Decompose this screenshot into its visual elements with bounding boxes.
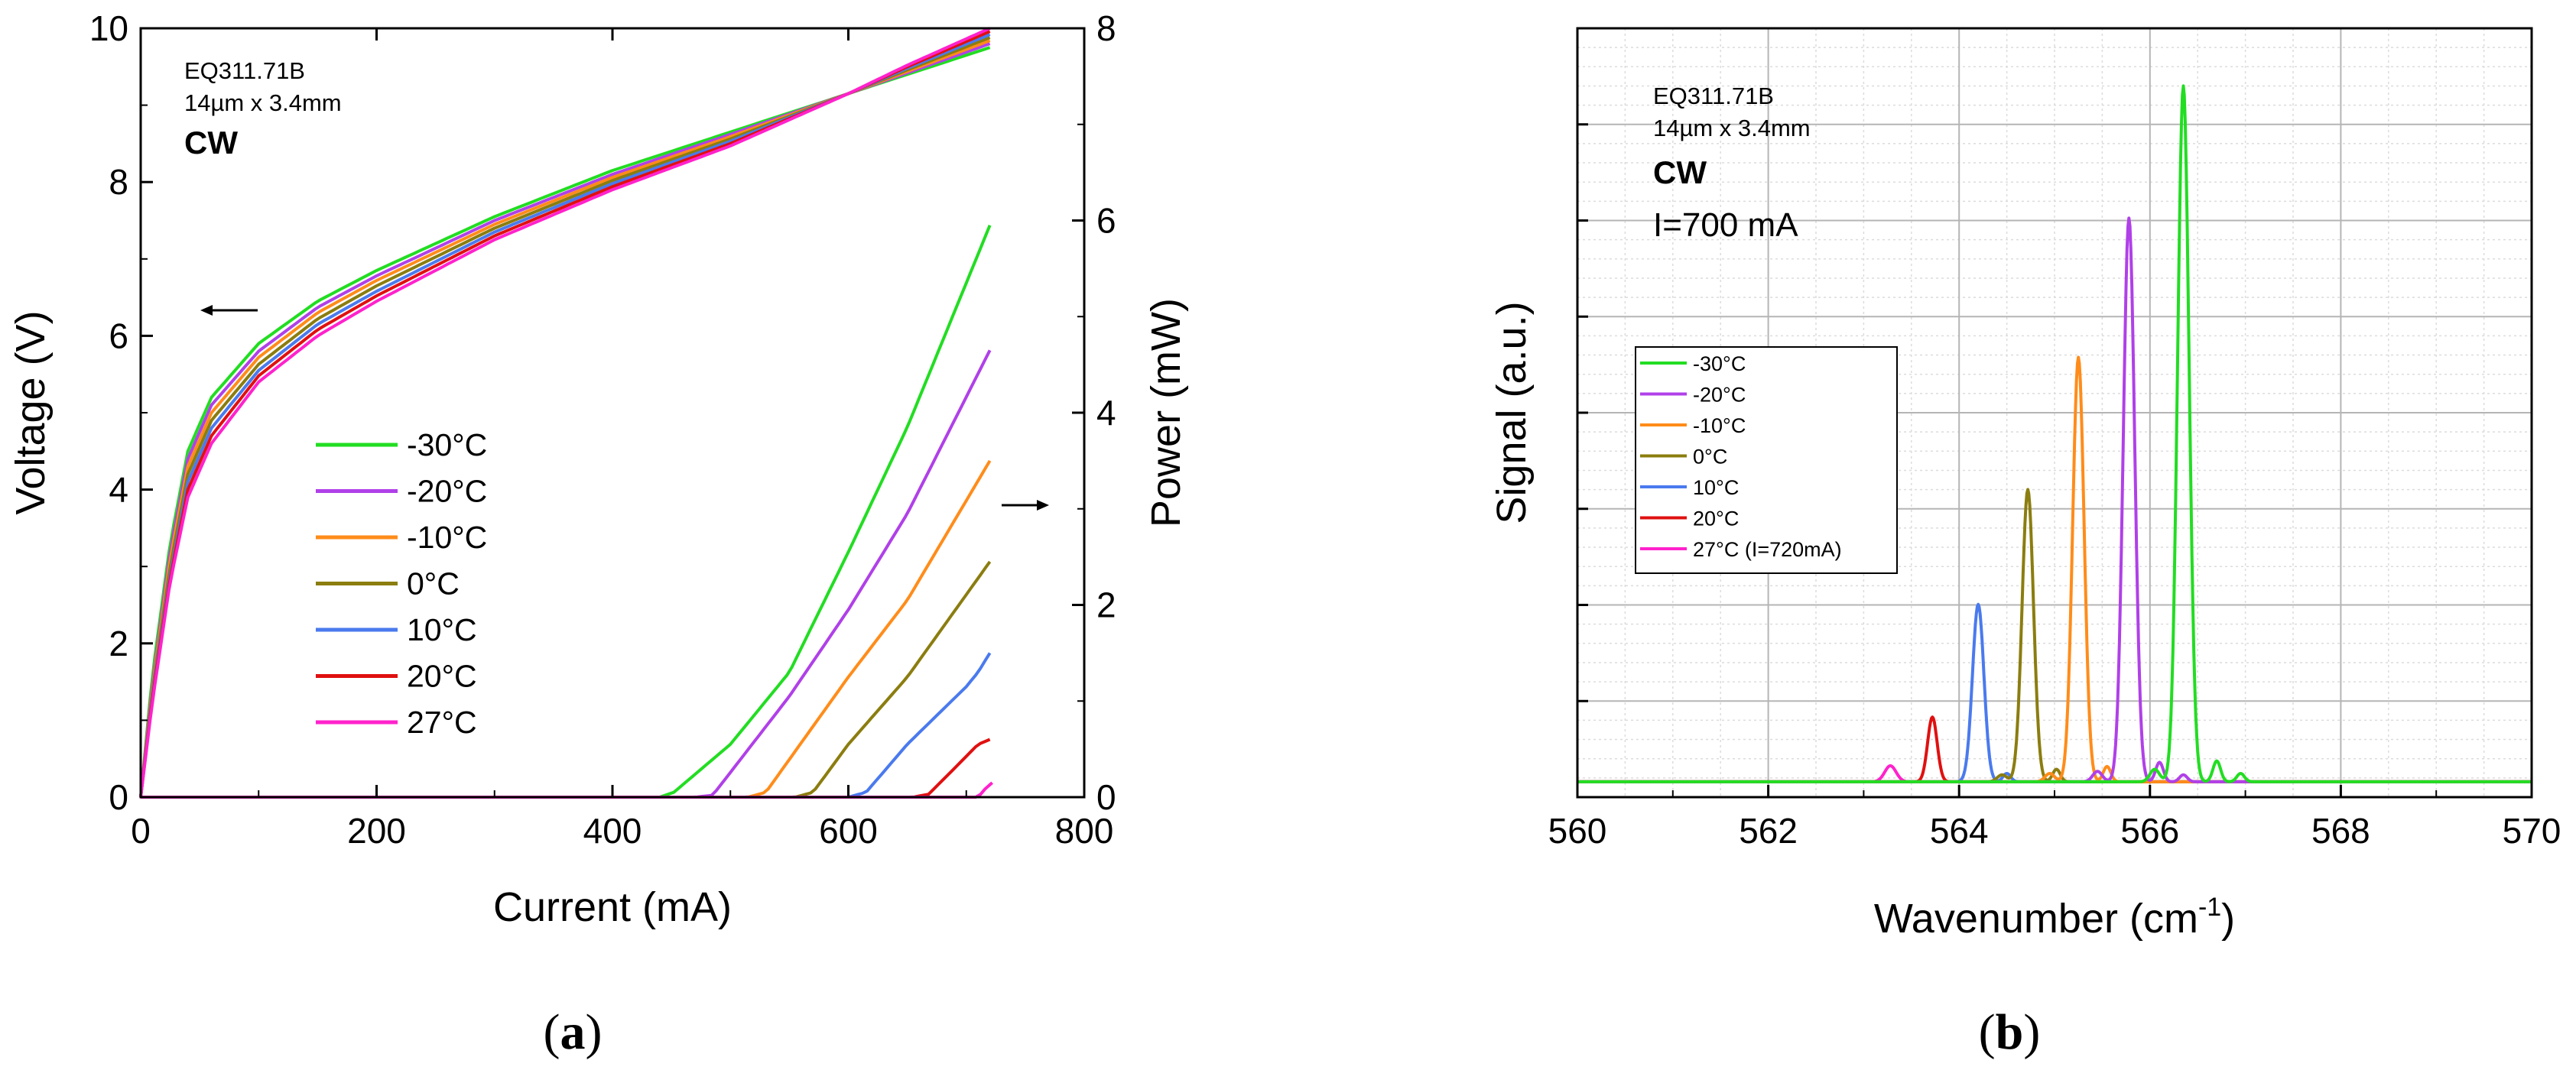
panel-b-legend-label: -10°C [1693,414,1746,437]
panel-b-legend-label: 20°C [1693,507,1739,530]
power-axis-arrow [1002,500,1049,511]
panel-a-left-y-tick-label: 8 [109,162,128,202]
panel-b-mode: CW [1653,154,1707,190]
panel-a-left-y-tick-label: 6 [109,316,128,355]
panel-a-legend-label: 20°C [407,659,477,694]
panel-b-x-tick-label: 562 [1739,811,1798,851]
panel-a-legend-label: -30°C [407,427,487,462]
panel-a-right-y-tick-label: 0 [1096,777,1116,817]
voltage-line-0-c [139,36,991,798]
panel-a-right-y-tick-label: 8 [1096,8,1116,48]
panel-b-x-tick-label: 568 [2311,811,2370,851]
panel-a-right-y-tick-label: 2 [1096,585,1116,625]
panel-a-right-y-tick-label: 4 [1096,393,1116,433]
panel-a-left-y-tick-label: 0 [109,777,128,817]
voltage-line-20-c [139,42,991,798]
panel-a-frame [139,27,1086,799]
voltage-axis-arrow [200,305,258,316]
power-line-30-c [141,225,992,799]
panel-b-legend-box [1635,346,1898,574]
voltage-line-20-c [139,30,991,798]
panel-a-x-tick-label: 400 [583,811,642,851]
panel-a-left-y-tick-label: 4 [109,470,128,510]
panel-a-left-y-tick-label: 2 [109,624,128,663]
panel-a-legend-label: 0°C [407,566,460,601]
panel-b-legend-label: -20°C [1693,384,1746,407]
voltage-line-10-c [139,39,991,798]
power-line-0-c [141,560,992,799]
panel-b-x-axis-label: Wavenumber (cm-1) [1874,893,2235,942]
panel-a-left-y-axis-label: Voltage (V) [8,310,54,514]
panel-a-caption: (a) [544,1004,603,1060]
panel-b-x-tick-label: 560 [1548,811,1607,851]
panel-a-legend-label: -20°C [407,474,487,509]
voltage-line-10-c [139,33,991,798]
panel-a-x-axis-label: Current (mA) [493,884,732,930]
panel-a-right-y-axis-label: Power (mW) [1143,298,1189,527]
panel-a-left-y-tick-label: 10 [89,8,128,48]
panel-b: 560 562 564 566 568 570 EQ311.71B 14µm x 3.4m… [1489,27,2561,1060]
spectrum-line-30-c [1577,84,2532,783]
panel-a-dimensions: 14µm x 3.4mm [184,89,342,116]
voltage-line-30-c [139,46,991,798]
panel-a-legend: -30°C -20°C -10°C 0°C 10°C 20°C 27°C [316,427,487,740]
power-line-10-c [141,652,992,799]
panel-b-legend-label: -30°C [1693,352,1746,375]
voltage-line-27-c [139,27,991,798]
panel-b-legend-label: 10°C [1693,476,1739,499]
panel-b-sample-id: EQ311.71B [1653,83,1774,109]
panel-a-legend-label: -10°C [407,520,487,555]
panel-b-caption: (b) [1979,1004,2041,1060]
panel-a-legend-label: 10°C [407,612,477,647]
power-line-27-c [141,781,993,799]
panel-b-x-tick-label: 566 [2120,811,2179,851]
panel-b-x-tick-label: 564 [1930,811,1989,851]
panel-a-sample-id: EQ311.71B [184,57,305,84]
panel-b-legend-label: 27°C (I=720mA) [1693,538,1842,561]
panel-a-legend-label: 27°C [407,705,477,740]
panel-b-dimensions: 14µm x 3.4mm [1653,115,1811,141]
power-line-20-c [141,738,991,799]
panel-b-y-axis-label: Signal (a.u.) [1489,301,1535,524]
panel-a-x-tick-label: 200 [347,811,406,851]
panel-a-x-tick-label: 800 [1055,811,1114,851]
panel-b-legend: -30°C -20°C -10°C 0°C 10°C 20°C 27°C (I=720mA) [1635,346,1898,574]
panel-a-x-tick-label: 600 [819,811,878,851]
power-line-10-c [141,459,992,799]
panel-b-x-tick-label: 570 [2503,811,2561,851]
panel-a-right-y-tick-label: 6 [1096,201,1116,241]
panel-b-legend-label: 0°C [1693,446,1727,469]
panel-b-current: I=700 mA [1653,206,1798,244]
panel-a-x-tick-label: 0 [131,811,151,851]
panel-a-mode: CW [184,125,238,160]
